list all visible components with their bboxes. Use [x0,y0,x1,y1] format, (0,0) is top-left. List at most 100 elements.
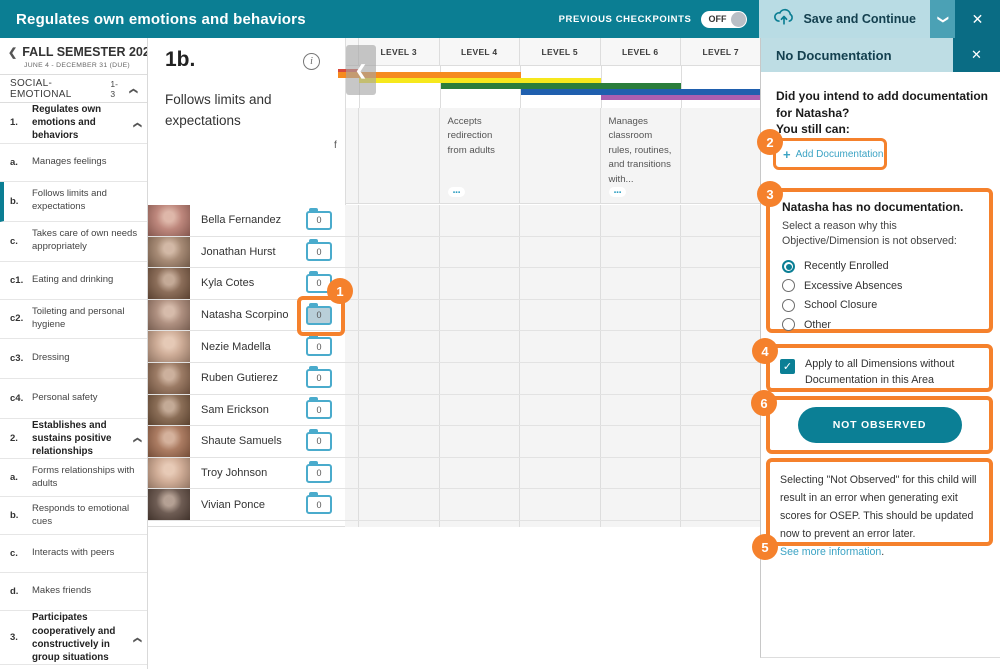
save-and-continue-label: Save and Continue [803,12,916,26]
rating-cells[interactable] [345,426,760,457]
save-options-dropdown-button[interactable]: ❯ [930,0,955,38]
apply-all-checkbox[interactable]: ✓ [780,359,795,374]
documentation-folder-button[interactable]: 0 [306,492,332,515]
area-label: SOCIAL-EMOTIONAL [10,77,72,100]
close-window-button[interactable]: ✕ [955,0,1000,38]
sidebar-item-2d[interactable]: d. Makes friends [0,573,147,612]
grid-bottom-strip [148,520,760,527]
chevron-left-icon: ❮ [355,61,367,78]
radio-icon[interactable] [782,279,795,293]
sidebar-item-objective-2[interactable]: 2. Establishes and sustains positive rel… [0,418,147,460]
sidebar-item-1a[interactable]: a. Manages feelings [0,143,147,182]
age-band-blue [521,89,761,95]
rating-cells[interactable] [345,331,760,362]
level-descriptions-row: f Accepts redirection from adults ... Ma… [334,108,760,204]
objectives-sidebar: ❮ FALL SEMESTER 2023/... JUNE 4 - DECEMB… [0,38,148,669]
sidebar-item-1b-selected[interactable]: b. Follows limits and expectations [0,181,147,222]
level-3-header: LEVEL 3 [359,38,440,65]
documentation-folder-button[interactable]: 0 [306,239,332,262]
radio-selected-icon[interactable] [782,259,795,273]
rating-cells[interactable] [345,457,760,489]
rating-cells[interactable] [345,394,760,426]
area-header-social-emotional[interactable]: SOCIAL-EMOTIONAL 1-3 ❯ [0,75,147,103]
radio-excessive-absences[interactable]: Excessive Absences [782,276,977,296]
you-still-can-label: You still can: [776,122,850,136]
student-avatar [148,394,190,426]
see-more-information-link[interactable]: See more information [780,546,882,559]
sidebar-item-2a[interactable]: a. Forms relationships with adults [0,459,147,498]
no-documentation-heading: Natasha has no documentation. [782,200,964,214]
documentation-folder-button[interactable]: 0 [306,397,332,420]
student-avatar [148,457,190,489]
documentation-folder-button[interactable]: 0 [306,428,332,451]
previous-checkpoints-toggle[interactable]: OFF [701,10,748,28]
rating-cells[interactable] [345,299,760,331]
rating-cells[interactable] [345,236,760,268]
sidebar-item-2c[interactable]: c. Interacts with peers [0,535,147,574]
callout-box-5: Selecting "Not Observed" for this child … [766,458,993,558]
sidebar-item-1c1[interactable]: c1. Eating and drinking [0,261,147,300]
apply-all-label[interactable]: Apply to all Dimensions without Document… [805,358,955,386]
rating-cells[interactable] [345,205,760,236]
student-row-jonathan-hurst: Jonathan Hurst 0 [148,236,760,269]
description-sliver-cell: f [334,108,359,203]
rating-cells[interactable] [345,489,760,520]
documentation-folder-button[interactable]: 0 [306,365,332,388]
sidebar-item-objective-1[interactable]: 1. Regulates own emotions and behaviors … [0,103,147,144]
callout-circle-3: 3 [757,181,783,207]
checkpoint-period-back-button[interactable]: ❮ FALL SEMESTER 2023/... JUNE 4 - DECEMB… [0,38,147,75]
radio-icon[interactable] [782,298,795,312]
documentation-folder-button[interactable]: 0 [306,334,332,357]
student-avatar [148,331,190,362]
objective-title: Follows limits and expectations [165,92,272,128]
documentation-folder-button[interactable]: 0 [306,207,332,230]
sidebar-item-1c[interactable]: c. Takes care of own needs appropriately [0,221,147,262]
student-row-nezie-madella: Nezie Madella 0 [148,331,760,363]
toggle-knob[interactable] [731,11,747,27]
student-avatar [148,236,190,268]
student-roster: Bella Fernandez 0 Jonathan Hurst 0 Kyla … [148,205,760,527]
info-icon[interactable]: i [303,53,320,70]
rating-cells[interactable] [345,268,760,299]
documentation-folder-button[interactable]: 0 [306,460,332,483]
panel-close-button[interactable]: ✕ [953,38,1000,72]
level-4-more-link[interactable]: ... [447,185,466,197]
level-6-more-link[interactable]: ... [608,185,627,197]
student-avatar [148,362,190,394]
sidebar-item-3a[interactable]: a. Balances needs and [0,665,147,669]
radio-recently-enrolled[interactable]: Recently Enrolled [782,257,977,277]
close-icon: ✕ [971,47,982,62]
callout-box-6: NOT OBSERVED [766,396,993,454]
age-band-bars-row [338,66,761,108]
not-observed-button[interactable]: NOT OBSERVED [797,407,962,443]
collapse-caret-icon: ❯ [128,87,138,94]
warning-link-period: . [881,546,885,559]
objective-code: 1b. [165,48,196,71]
scroll-levels-left-button[interactable]: ❮ [346,45,376,95]
sidebar-item-objective-3[interactable]: 3. Participates cooperatively and constr… [0,611,147,666]
level-6-description-cell: Manages classroom rules, routines, and t… [601,108,681,203]
top-header-bar: Regulates own emotions and behaviors PRE… [0,0,1000,38]
level-7-header: LEVEL 7 [681,38,762,65]
back-chevron-icon: ❮ [8,46,18,59]
plus-icon: + [783,146,791,162]
documentation-folder-button-selected[interactable]: 0 [306,302,332,325]
area-range: 1-3 [110,78,118,99]
age-band-orange [338,72,521,78]
level-5-description-cell [520,108,601,203]
sidebar-item-2b[interactable]: b. Responds to emotional cues [0,497,147,536]
sidebar-item-1c2[interactable]: c2. Toileting and personal hygiene [0,299,147,339]
student-row-vivian-ponce: Vivian Ponce 0 [148,489,760,521]
radio-school-closure[interactable]: School Closure [782,296,977,316]
callout-circle-5: 5 [752,534,778,560]
radio-icon[interactable] [782,318,795,332]
student-row-natasha-scorpino: Natasha Scorpino 0 [148,299,760,332]
sidebar-item-1c4[interactable]: c4. Personal safety [0,378,147,419]
add-documentation-link[interactable]: Add Documentation [795,148,884,160]
radio-other[interactable]: Other [782,315,977,335]
sidebar-item-1c3[interactable]: c3. Dressing [0,338,147,379]
level-4-header: LEVEL 4 [440,38,520,65]
rating-cells[interactable] [345,362,760,394]
panel-header: No Documentation ✕ [761,38,1000,72]
save-and-continue-button[interactable]: Save and Continue [759,0,930,38]
